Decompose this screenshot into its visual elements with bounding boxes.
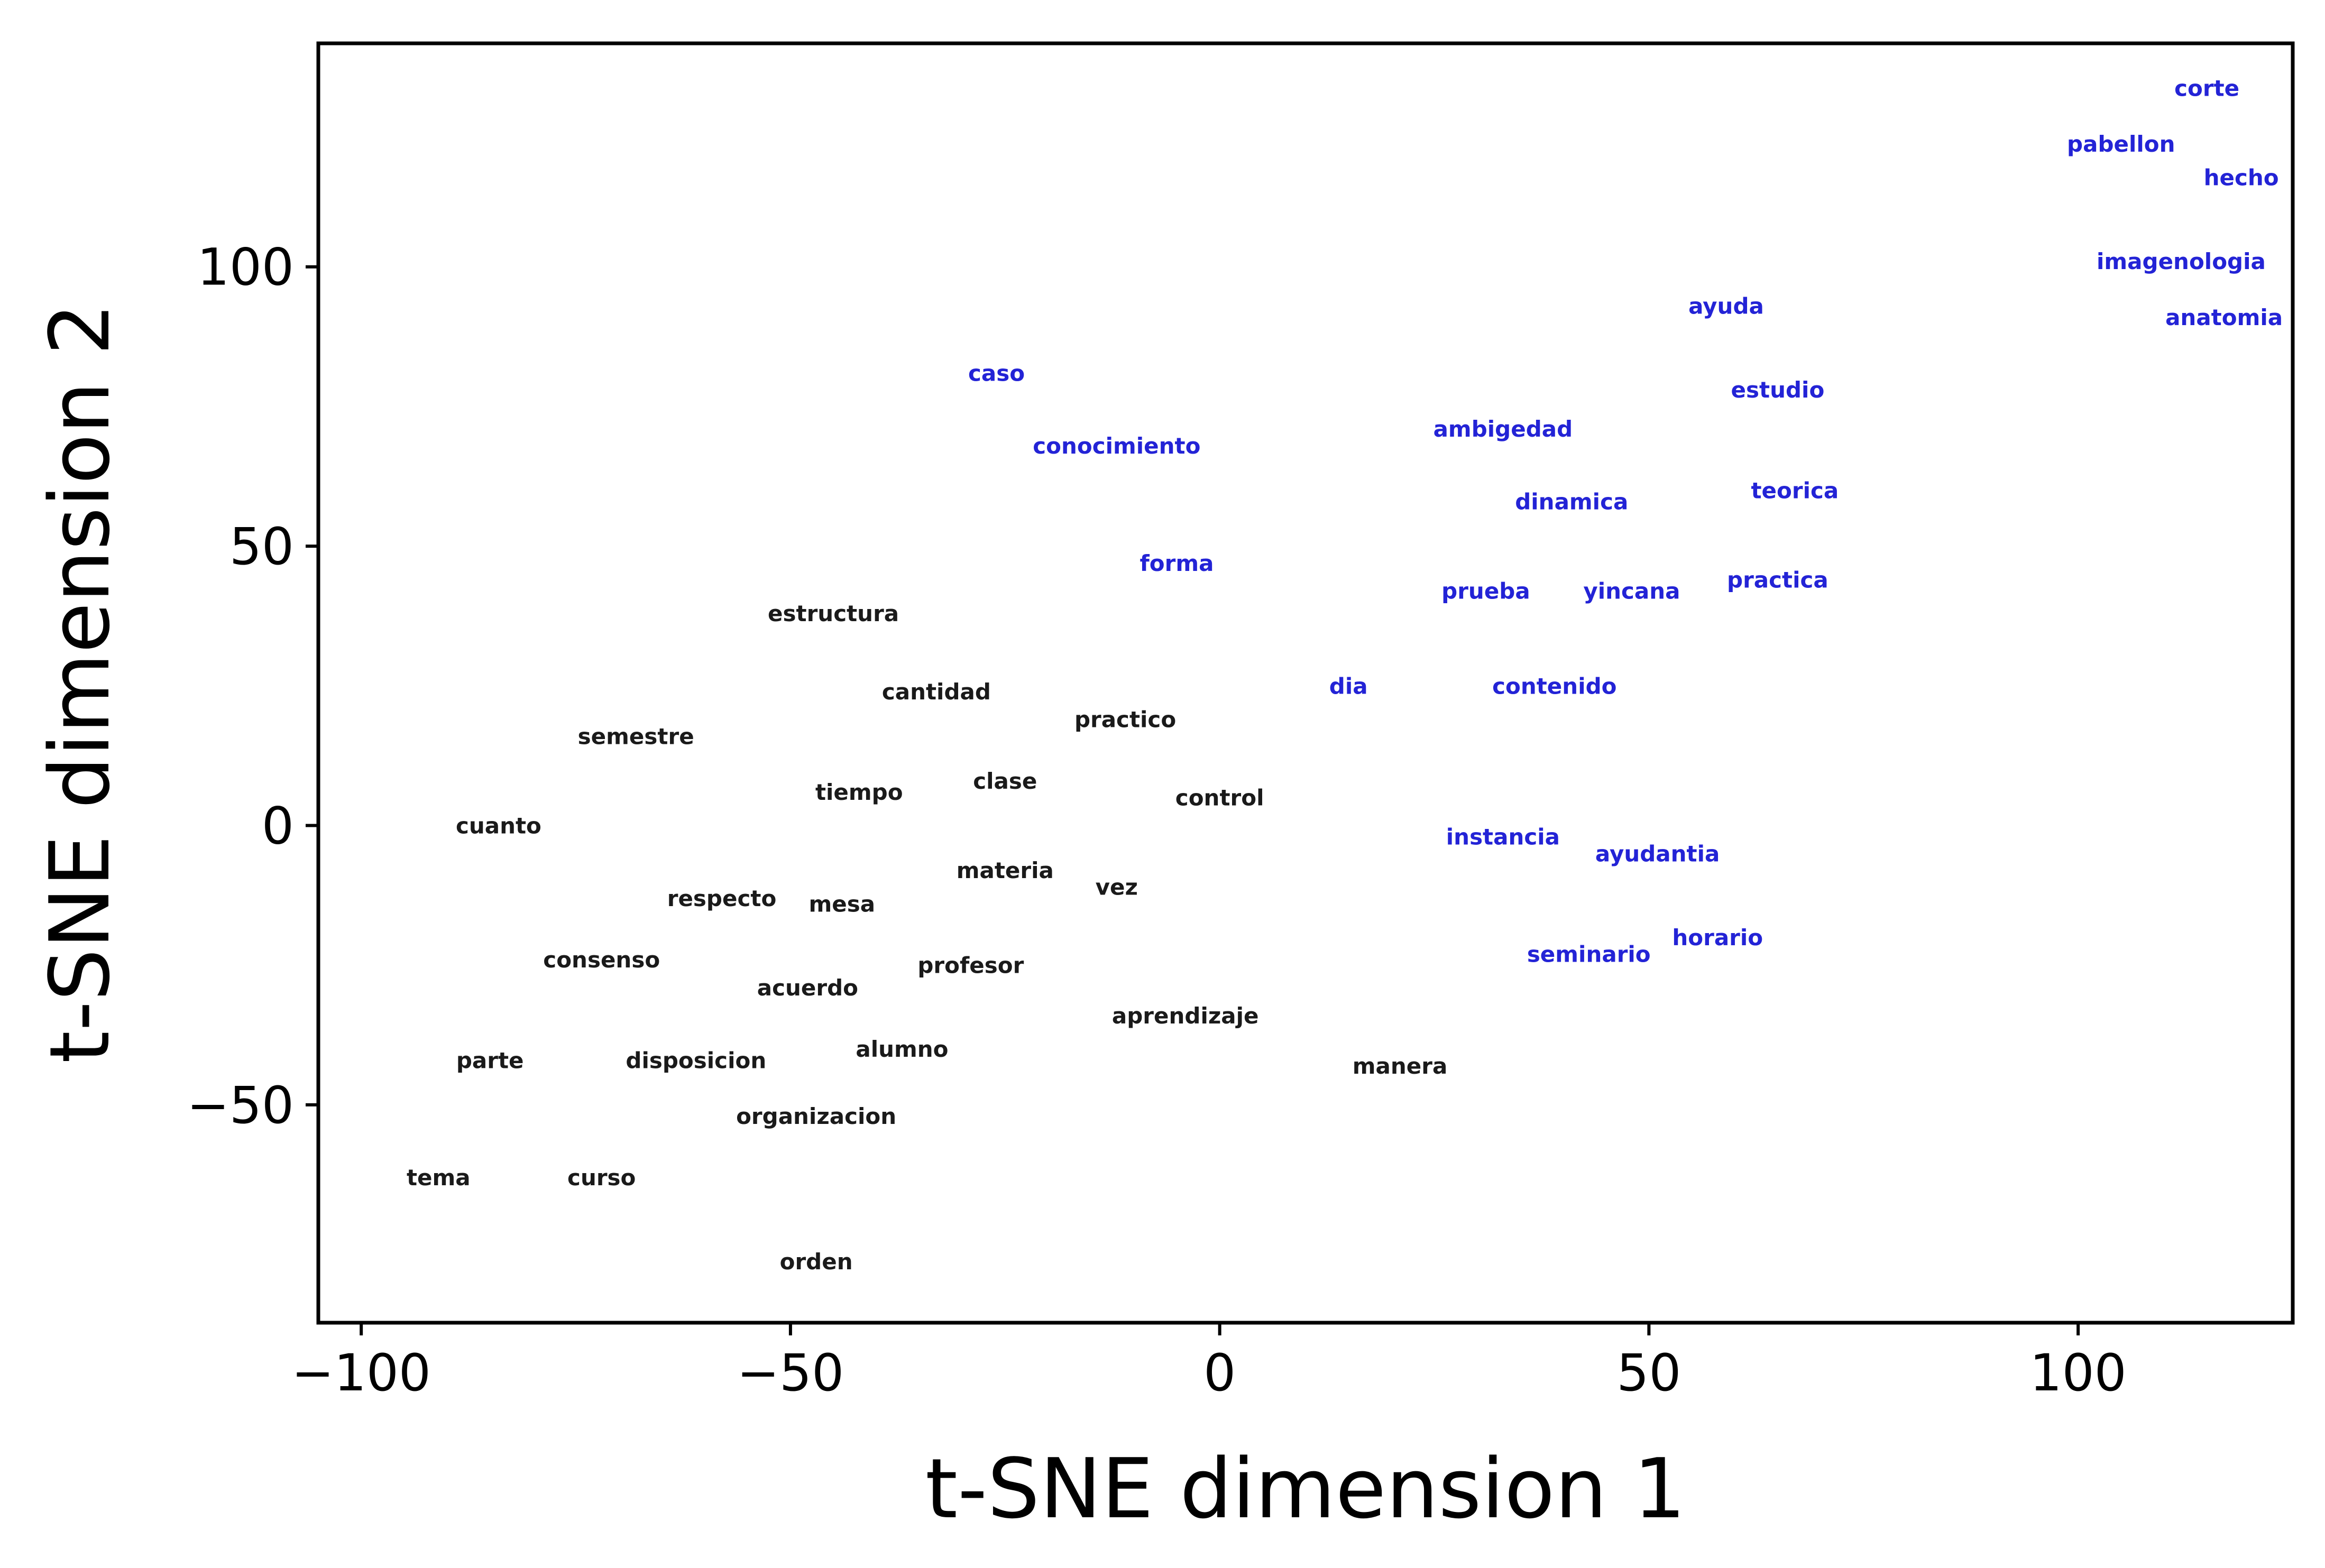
point-label-disposicion: disposicion xyxy=(626,1047,766,1073)
point-label-instancia: instancia xyxy=(1446,824,1560,850)
point-label-practica: practica xyxy=(1727,567,1828,593)
point-label-forma: forma xyxy=(1140,550,1214,576)
point-label-estudio: estudio xyxy=(1731,377,1825,403)
point-label-vez: vez xyxy=(1096,874,1138,900)
x-tick-label: 100 xyxy=(2030,1343,2127,1403)
point-label-yincana: yincana xyxy=(1583,578,1680,604)
point-label-clase: clase xyxy=(973,768,1037,794)
point-label-organizacion: organizacion xyxy=(736,1103,896,1129)
point-label-conocimiento: conocimiento xyxy=(1033,433,1200,459)
point-label-semestre: semestre xyxy=(578,723,694,749)
point-label-respecto: respecto xyxy=(667,886,777,911)
y-tick-label: 100 xyxy=(197,238,294,297)
point-label-mesa: mesa xyxy=(809,891,876,917)
point-label-ambigedad: ambigedad xyxy=(1433,416,1573,442)
point-label-cuanto: cuanto xyxy=(456,813,541,838)
x-tick-label: 50 xyxy=(1616,1343,1681,1403)
y-tick-label: −50 xyxy=(187,1076,294,1135)
point-label-anatomia: anatomia xyxy=(2165,305,2283,330)
point-label-alumno: alumno xyxy=(856,1036,948,1062)
point-label-control: control xyxy=(1175,785,1264,811)
point-label-consenso: consenso xyxy=(543,947,660,973)
point-label-materia: materia xyxy=(957,857,1054,883)
y-tick-label: 0 xyxy=(262,796,294,855)
point-label-curso: curso xyxy=(567,1165,636,1191)
point-label-practico: practico xyxy=(1074,707,1176,733)
point-label-seminario: seminario xyxy=(1527,942,1651,967)
point-label-manera: manera xyxy=(1353,1053,1448,1079)
point-label-profesor: profesor xyxy=(917,953,1024,979)
point-label-contenido: contenido xyxy=(1492,673,1616,699)
point-label-estructura: estructura xyxy=(768,601,899,626)
point-label-orden: orden xyxy=(780,1249,853,1275)
point-label-parte: parte xyxy=(456,1047,524,1073)
point-label-tema: tema xyxy=(407,1165,471,1191)
point-label-corte: corte xyxy=(2174,76,2239,102)
point-label-prueba: prueba xyxy=(1441,578,1530,604)
point-label-teorica: teorica xyxy=(1751,477,1839,503)
point-label-ayuda: ayuda xyxy=(1688,293,1764,319)
y-axis-title: t-SNE dimension 2 xyxy=(32,303,128,1063)
point-label-ayudantia: ayudantia xyxy=(1595,841,1720,866)
y-tick-label: 50 xyxy=(229,517,294,576)
point-label-dinamica: dinamica xyxy=(1515,489,1628,515)
point-label-acuerdo: acuerdo xyxy=(757,975,858,1001)
point-label-caso: caso xyxy=(968,360,1025,386)
point-label-tiempo: tiempo xyxy=(815,779,903,805)
point-label-imagenologia: imagenologia xyxy=(2097,248,2266,274)
point-label-cantidad: cantidad xyxy=(882,679,991,705)
point-label-hecho: hecho xyxy=(2204,165,2279,191)
point-label-aprendizaje: aprendizaje xyxy=(1112,1003,1259,1029)
x-axis-title: t-SNE dimension 1 xyxy=(925,1441,1686,1537)
axis-ticks: −100 −50 0 50 100 −50 0 50 100 xyxy=(187,238,2126,1403)
x-tick-label: 0 xyxy=(1203,1343,1236,1403)
point-labels: estructura cantidad practico semestre tiempo… xyxy=(407,76,2283,1275)
point-label-dia: dia xyxy=(1329,673,1368,699)
x-tick-label: −50 xyxy=(737,1343,844,1403)
plot-frame xyxy=(316,41,2295,1325)
point-label-horario: horario xyxy=(1672,925,1763,951)
x-tick-label: −100 xyxy=(291,1343,431,1403)
point-label-pabellon: pabellon xyxy=(2067,131,2175,157)
